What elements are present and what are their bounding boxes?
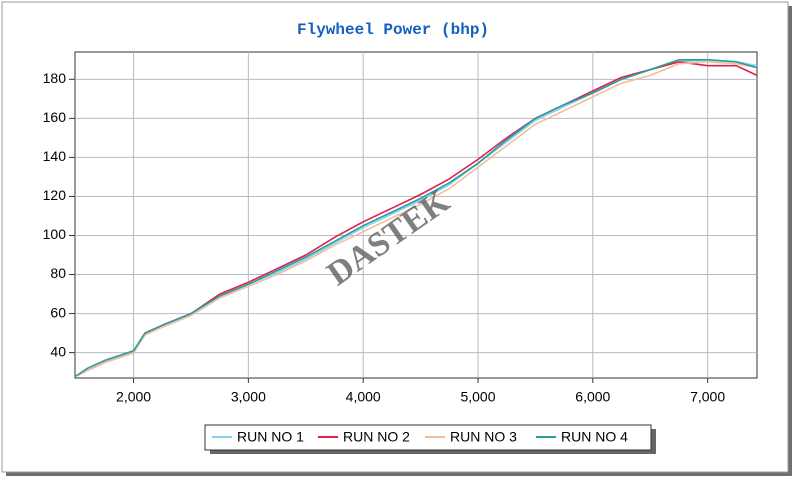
y-tick-label: 120 bbox=[43, 187, 67, 203]
y-tick-label: 160 bbox=[43, 109, 67, 125]
x-tick-label: 7,000 bbox=[690, 389, 725, 405]
y-tick-label: 140 bbox=[43, 148, 67, 164]
x-tick-label: 2,000 bbox=[116, 389, 151, 405]
y-tick-label: 180 bbox=[43, 70, 67, 86]
x-tick-label: 5,000 bbox=[460, 389, 495, 405]
legend-label: RUN NO 4 bbox=[561, 429, 628, 445]
legend-label: RUN NO 2 bbox=[343, 429, 410, 445]
y-tick-label: 60 bbox=[50, 304, 66, 320]
chart-title: Flywheel Power (bhp) bbox=[297, 21, 489, 39]
x-tick-label: 6,000 bbox=[575, 389, 610, 405]
y-tick-label: 100 bbox=[43, 226, 67, 242]
y-tick-label: 40 bbox=[50, 343, 66, 359]
y-tick-label: 80 bbox=[50, 265, 66, 281]
x-tick-label: 4,000 bbox=[346, 389, 381, 405]
series-line bbox=[75, 59, 758, 377]
legend-label: RUN NO 1 bbox=[237, 429, 304, 445]
plot-area bbox=[74, 51, 758, 379]
plot bbox=[69, 52, 758, 383]
series-line bbox=[75, 61, 758, 377]
x-tick-label: 3,000 bbox=[231, 389, 266, 405]
legend-label: RUN NO 3 bbox=[450, 429, 517, 445]
